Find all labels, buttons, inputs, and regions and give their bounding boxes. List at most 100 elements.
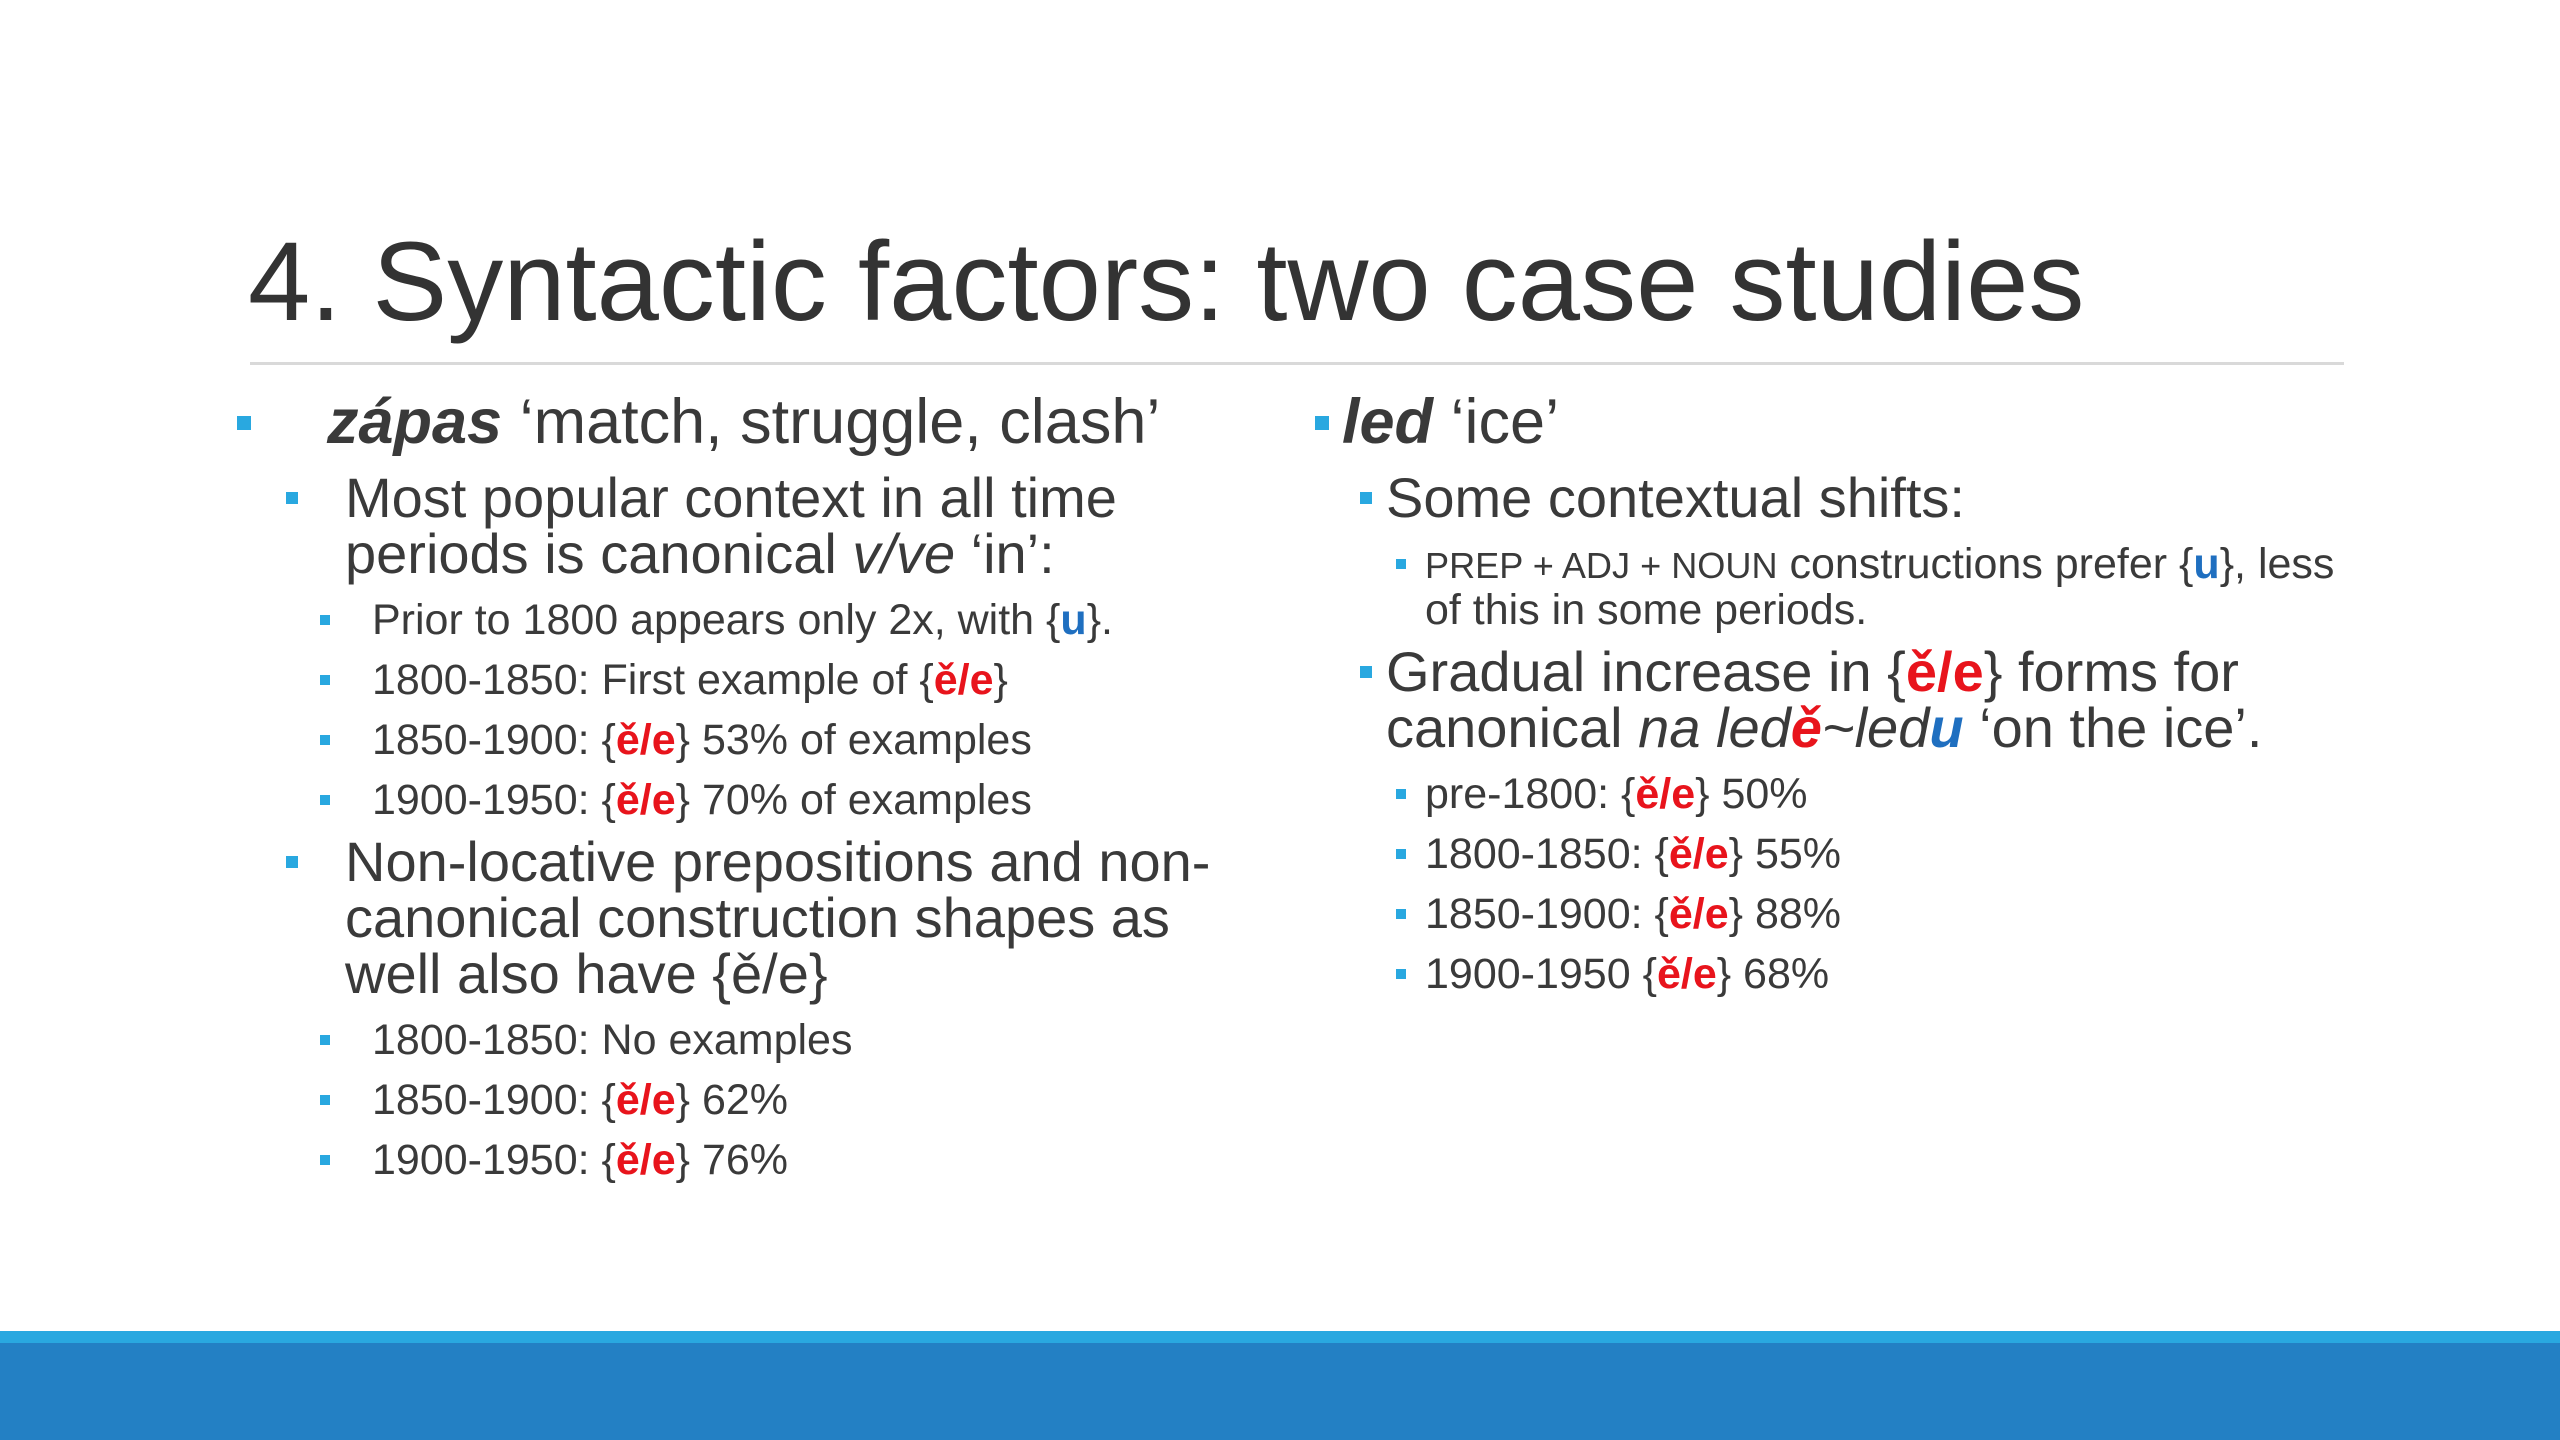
text-run: ě/e xyxy=(615,1136,676,1184)
slide-title: 4. Syntactic factors: two case studies xyxy=(248,219,2085,344)
text-run: Gradual increase in { xyxy=(1386,640,1906,703)
bullet-item: zápas ‘match, struggle, clash’ xyxy=(237,385,1267,460)
right-column: led ‘ice’ Some contextual shifts: PREP + A… xyxy=(1315,385,2350,996)
text-run: ě/e xyxy=(1668,830,1729,878)
text-run: constructions prefer { xyxy=(1777,540,2194,588)
bullet-item: Most popular context in all time periods… xyxy=(237,470,1267,582)
item-text: 1900-1950 {ě/e} 68% xyxy=(1425,952,2350,996)
bullet xyxy=(320,1155,330,1165)
text-run: 1800-1850: { xyxy=(1425,830,1669,878)
text-run: u xyxy=(1929,696,1964,759)
bullet xyxy=(1360,666,1372,678)
item-text: 1850-1900: {ě/e} 53% of examples xyxy=(372,718,1267,762)
text-run: ě/e xyxy=(1656,950,1717,998)
item-text: 1800-1850: {ě/e} 55% xyxy=(1425,832,2350,876)
text-run: 1900-1950 { xyxy=(1425,950,1657,998)
text-run: Some contextual shifts: xyxy=(1386,466,1965,529)
bullet xyxy=(286,492,298,504)
bullet-item: 1900-1950: {ě/e} 70% of examples xyxy=(237,778,1267,822)
item-text: Non-locative prepositions and non-canoni… xyxy=(345,834,1267,1002)
title-rule xyxy=(250,362,2344,365)
item-text: pre-1800: {ě/e} 50% xyxy=(1425,772,2350,816)
item-text: 1900-1950: {ě/e} 76% xyxy=(372,1138,1267,1182)
text-run: } forms for canonical xyxy=(1386,640,2239,759)
text-run: 1800-1850: First example of { xyxy=(372,656,934,704)
text-run: 1900-1950: { xyxy=(372,1136,616,1184)
text-run: }, less of this in some periods. xyxy=(1425,540,2335,634)
bullet xyxy=(1360,492,1372,504)
bullet xyxy=(320,735,330,745)
item-text: zápas ‘match, struggle, clash’ xyxy=(327,385,1267,460)
text-run: ~led xyxy=(1821,696,1930,759)
text-run: } 88% xyxy=(1728,890,1842,938)
bullet xyxy=(237,415,251,430)
text-run: ě/e xyxy=(933,656,994,704)
bullet xyxy=(1315,415,1329,430)
text-run: v/ve xyxy=(852,522,956,585)
bullet-item: Some contextual shifts: xyxy=(1315,470,2350,526)
bullet xyxy=(320,615,330,625)
bullet xyxy=(320,795,330,805)
text-run: 1850-1900: { xyxy=(1425,890,1669,938)
bullet-item: Gradual increase in {ě/e} forms for cano… xyxy=(1315,644,2350,756)
text-run: ‘match, struggle, clash’ xyxy=(502,387,1161,457)
item-text: 1850-1900: {ě/e} 62% xyxy=(372,1078,1267,1122)
text-run: ě xyxy=(1790,696,1822,759)
text-run: } xyxy=(993,656,1008,704)
text-run: } 55% xyxy=(1728,830,1842,878)
bullet-item: 1850-1900: {ě/e} 53% of examples xyxy=(237,718,1267,762)
bullet-item: 1800-1850: No examples xyxy=(237,1018,1267,1062)
item-text: Most popular context in all time periods… xyxy=(345,470,1267,582)
bullet xyxy=(320,1035,330,1045)
bullet xyxy=(1396,969,1406,979)
text-run: zápas xyxy=(327,387,503,457)
item-text: 1800-1850: No examples xyxy=(372,1018,1267,1062)
text-run: u xyxy=(1060,596,1087,644)
item-text: led ‘ice’ xyxy=(1342,385,2350,460)
bullet xyxy=(320,675,330,685)
bullet xyxy=(320,1095,330,1105)
text-run: ‘on the ice’. xyxy=(1963,696,2263,759)
text-run: 1800-1850: No examples xyxy=(372,1016,853,1064)
text-run: }. xyxy=(1086,596,1113,644)
bullet-item: 1900-1950 {ě/e} 68% xyxy=(1315,952,2350,996)
text-run: led xyxy=(1342,387,1434,457)
text-run: } 62% xyxy=(675,1076,789,1124)
bullet-item: led ‘ice’ xyxy=(1315,385,2350,460)
footer-bar xyxy=(0,1343,2560,1440)
text-run: 1900-1950: { xyxy=(372,776,616,824)
bullet xyxy=(1396,849,1406,859)
text-run: u xyxy=(2193,540,2220,588)
bullet xyxy=(1396,559,1406,569)
text-run: ‘in’: xyxy=(955,522,1055,585)
bullet-item: PREP + ADJ + NOUN constructions prefer {… xyxy=(1315,542,2350,632)
text-run: 1850-1900: { xyxy=(372,1076,616,1124)
text-run: } 76% xyxy=(675,1136,789,1184)
text-run: } 70% of examples xyxy=(675,776,1032,824)
bullet-item: pre-1800: {ě/e} 50% xyxy=(1315,772,2350,816)
text-run: 1850-1900: { xyxy=(372,716,616,764)
bullet-item: 1800-1850: {ě/e} 55% xyxy=(1315,832,2350,876)
text-run: ě/e xyxy=(1668,890,1729,938)
text-run: na led xyxy=(1638,696,1791,759)
bullet-item: Non-locative prepositions and non-canoni… xyxy=(237,834,1267,1002)
text-run: Prior to 1800 appears only 2x, with { xyxy=(372,596,1061,644)
text-run: ě/e xyxy=(615,776,676,824)
item-text: Gradual increase in {ě/e} forms for cano… xyxy=(1386,644,2350,756)
text-run: pre-1800: { xyxy=(1425,770,1636,818)
footer-stripe xyxy=(0,1331,2560,1343)
text-run: } 50% xyxy=(1695,770,1808,818)
bullet xyxy=(1396,909,1406,919)
left-column: zápas ‘match, struggle, clash’ Most popul… xyxy=(237,385,1267,1182)
text-run: Non-locative prepositions and non-canoni… xyxy=(345,830,1211,1005)
item-text: 1850-1900: {ě/e} 88% xyxy=(1425,892,2350,936)
bullet-item: 1850-1900: {ě/e} 62% xyxy=(237,1078,1267,1122)
text-run: Most popular context in all time periods… xyxy=(345,466,1117,585)
text-run: ě/e xyxy=(615,1076,676,1124)
item-text: PREP + ADJ + NOUN constructions prefer {… xyxy=(1425,542,2350,632)
bullet-item: Prior to 1800 appears only 2x, with {u}. xyxy=(237,598,1267,642)
text-run: ě/e xyxy=(615,716,676,764)
item-text: 1900-1950: {ě/e} 70% of examples xyxy=(372,778,1267,822)
text-run: ě/e xyxy=(1905,640,1984,703)
